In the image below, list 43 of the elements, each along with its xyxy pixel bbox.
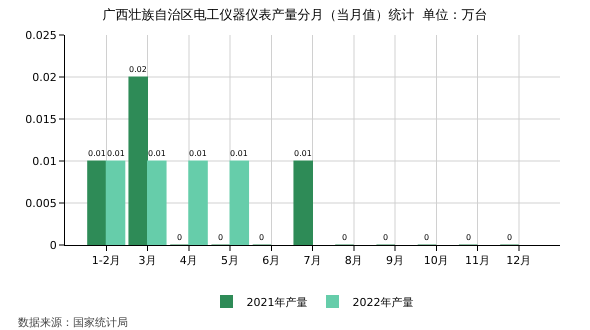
bar <box>128 76 148 245</box>
chart-title: 广西壮族自治区电工仪器仪表产量分月（当月值）统计 单位：万台 <box>102 8 488 23</box>
x-tick-label: 10月 <box>424 254 449 268</box>
x-tick-label: 9月 <box>386 254 404 268</box>
x-tick-label: 5月 <box>221 254 239 268</box>
data-label: 0 <box>259 233 264 242</box>
data-label: 0 <box>424 233 430 242</box>
x-tick-label: 7月 <box>304 254 322 268</box>
x-tick-label: 8月 <box>344 254 363 268</box>
data-label: 0 <box>342 233 348 242</box>
bar <box>147 160 167 245</box>
bar <box>87 160 107 245</box>
bar <box>188 160 208 245</box>
data-label: 0.01 <box>230 149 248 158</box>
legend-label: 2022年产量 <box>352 296 414 309</box>
x-tick-label: 6月 <box>262 254 280 268</box>
data-label: 0.01 <box>88 149 106 158</box>
y-tick-label: 0.015 <box>25 112 57 126</box>
data-label: 0 <box>218 233 224 242</box>
y-tick-label: 0 <box>50 238 57 252</box>
data-label: 0 <box>466 233 472 242</box>
y-tick-label: 0.01 <box>32 154 57 168</box>
data-label: 0.01 <box>107 149 125 158</box>
source-note: 数据来源：国家统计局 <box>18 316 128 329</box>
data-label: 0.02 <box>129 65 147 74</box>
data-label: 0.01 <box>148 149 166 158</box>
y-tick-label: 0.025 <box>25 28 57 42</box>
bar <box>230 160 250 245</box>
x-tick-label: 3月 <box>138 254 156 268</box>
y-tick-label: 0.005 <box>25 196 57 210</box>
bar <box>106 160 126 245</box>
x-tick-label: 4月 <box>180 254 198 268</box>
y-tick-label: 0.02 <box>32 70 57 84</box>
data-label: 0 <box>383 233 388 242</box>
data-label: 0.01 <box>189 149 207 158</box>
x-tick-label: 12月 <box>506 254 532 268</box>
x-tick-label: 1-2月 <box>92 254 121 268</box>
data-label: 0 <box>507 233 512 242</box>
legend-label: 2021年产量 <box>246 296 308 309</box>
data-label: 0.01 <box>294 149 312 158</box>
bar <box>293 160 313 245</box>
x-tick-label: 11月 <box>465 254 490 268</box>
data-label: 0 <box>177 233 182 242</box>
